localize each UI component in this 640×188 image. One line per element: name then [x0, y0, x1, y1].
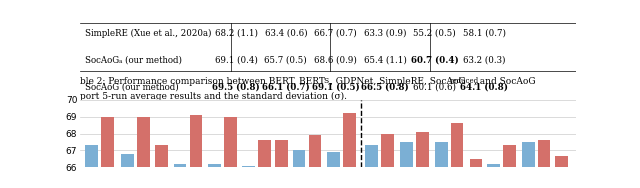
Bar	[242, 166, 255, 167]
Bar	[381, 134, 394, 167]
Text: 65.7 (0.5): 65.7 (0.5)	[264, 56, 307, 65]
Text: 66.5 (0.8): 66.5 (0.8)	[361, 83, 409, 92]
Text: SimpleRE (Xue et al., 2020a): SimpleRE (Xue et al., 2020a)	[85, 29, 211, 38]
Bar	[522, 142, 534, 167]
Text: S: S	[323, 77, 328, 85]
Text: 55.2 (0.5): 55.2 (0.5)	[413, 29, 456, 38]
Text: ble 2: Performance comparison between BERT, BERT: ble 2: Performance comparison between BE…	[80, 77, 325, 86]
Bar	[292, 150, 305, 167]
Text: 68.6 (0.9): 68.6 (0.9)	[314, 56, 357, 65]
Bar	[435, 142, 447, 167]
Bar	[173, 164, 186, 167]
Bar	[470, 159, 483, 167]
Text: 64.1 (0.8): 64.1 (0.8)	[460, 83, 508, 92]
Text: 69.1 (0.5): 69.1 (0.5)	[312, 83, 359, 92]
Bar	[209, 164, 221, 167]
Bar	[258, 140, 271, 167]
Text: 63.3 (0.9): 63.3 (0.9)	[364, 29, 406, 38]
Text: 63.2 (0.3): 63.2 (0.3)	[463, 56, 506, 65]
Text: SocAoG (our method): SocAoG (our method)	[85, 83, 179, 92]
Bar	[275, 140, 288, 167]
Bar	[328, 152, 340, 167]
Text: 66.7 (0.7): 66.7 (0.7)	[314, 29, 357, 38]
Text: SocAoGₐ (our method): SocAoGₐ (our method)	[85, 56, 182, 65]
Text: 68.2 (1.1): 68.2 (1.1)	[215, 29, 258, 38]
Text: 69.1 (0.4): 69.1 (0.4)	[215, 56, 258, 65]
Bar	[487, 164, 500, 167]
Text: 65.4 (1.1): 65.4 (1.1)	[364, 56, 406, 65]
Bar	[122, 154, 134, 167]
Text: 66.1 (0.7): 66.1 (0.7)	[262, 83, 310, 92]
Text: 60.1 (0.6): 60.1 (0.6)	[413, 83, 456, 92]
Bar	[308, 135, 321, 167]
Text: reduced: reduced	[449, 77, 479, 85]
Bar	[503, 146, 516, 167]
Bar	[189, 115, 202, 167]
Text: 60.7 (0.4): 60.7 (0.4)	[411, 56, 458, 65]
Bar	[365, 146, 378, 167]
Text: 58.1 (0.7): 58.1 (0.7)	[463, 29, 506, 38]
Bar	[85, 146, 98, 167]
Bar	[101, 117, 114, 167]
Bar	[400, 142, 413, 167]
Bar	[416, 132, 429, 167]
Bar	[538, 140, 550, 167]
Bar	[138, 117, 150, 167]
Text: , GDPNet, SimpleRE, SocAoG: , GDPNet, SimpleRE, SocAoG	[330, 77, 466, 86]
Bar	[344, 113, 356, 167]
Bar	[555, 155, 568, 167]
Bar	[155, 146, 168, 167]
Bar	[451, 123, 463, 167]
Text: 69.5 (0.8): 69.5 (0.8)	[212, 83, 260, 92]
Text: , and SocAoG: , and SocAoG	[474, 77, 536, 86]
Text: 63.4 (0.6): 63.4 (0.6)	[264, 29, 307, 38]
Text: port 5-run average results and the standard deviation (σ).: port 5-run average results and the stand…	[80, 92, 347, 101]
Bar	[225, 117, 237, 167]
